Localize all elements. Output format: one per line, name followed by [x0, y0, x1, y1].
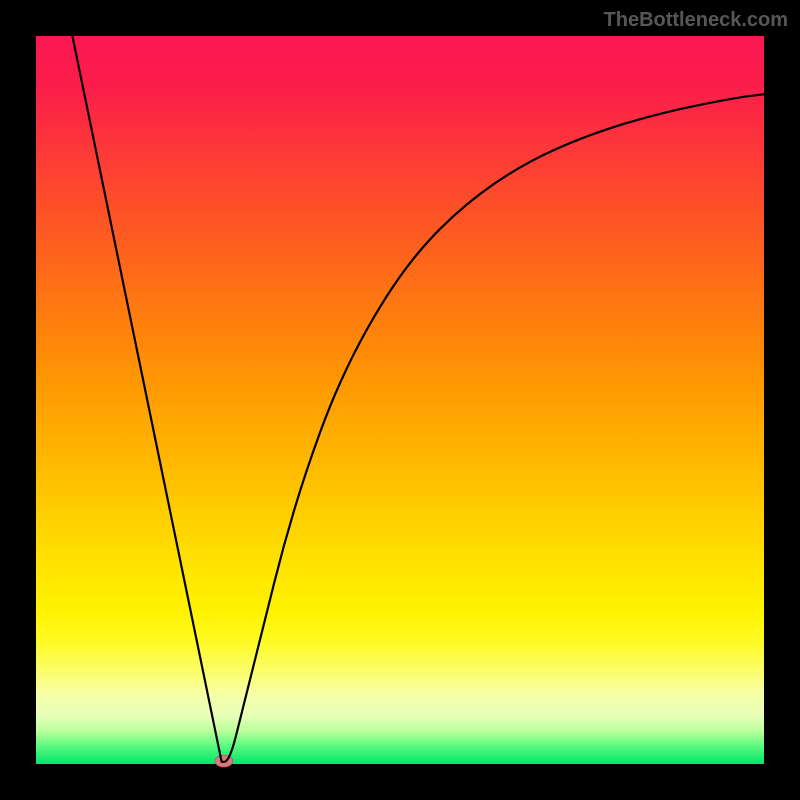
attribution-label: TheBottleneck.com	[604, 9, 788, 31]
chart-root: TheBottleneck.com	[0, 0, 800, 800]
chart-svg: TheBottleneck.com	[0, 0, 800, 800]
plot-background	[36, 36, 764, 764]
